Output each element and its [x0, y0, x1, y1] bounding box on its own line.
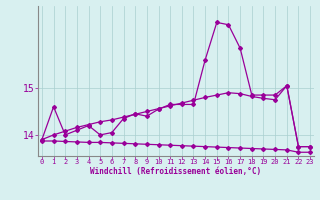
- X-axis label: Windchill (Refroidissement éolien,°C): Windchill (Refroidissement éolien,°C): [91, 167, 261, 176]
